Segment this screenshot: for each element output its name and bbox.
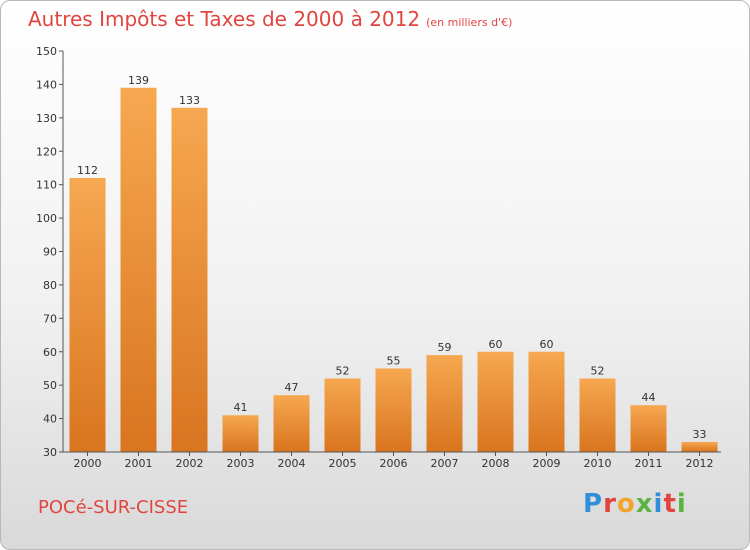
bar-2010: [579, 378, 616, 452]
data-label: 33: [693, 428, 707, 441]
y-axis: 30 40 50 60 70 80 90 100 110 120 130 140 150: [36, 45, 64, 459]
x-tick-label: 2010: [584, 457, 612, 470]
y-tick-label: 40: [43, 413, 57, 426]
y-tick-label: 140: [36, 78, 57, 91]
y-tick-label: 110: [36, 179, 57, 192]
bar-2007: [426, 355, 463, 452]
bar-2002: [171, 107, 208, 452]
data-labels: 112 139 133 41 47 52 55 59 60 60 52 44 33: [77, 74, 707, 441]
bar-2006: [375, 368, 412, 452]
y-tick-label: 70: [43, 312, 57, 325]
y-tick-label: 80: [43, 279, 57, 292]
y-tick-label: 30: [43, 446, 57, 459]
y-tick-label: 90: [43, 246, 57, 259]
x-tick-label: 2001: [125, 457, 153, 470]
y-tick-label: 60: [43, 346, 57, 359]
x-tick-label: 2006: [380, 457, 408, 470]
bar-2001: [120, 87, 157, 452]
logo-letter: o: [616, 489, 636, 519]
data-label: 112: [77, 164, 98, 177]
logo-letter: x: [635, 489, 654, 519]
data-label: 52: [336, 364, 350, 377]
data-label: 47: [285, 381, 299, 394]
logo-letter: P: [583, 489, 604, 519]
data-label: 139: [128, 74, 149, 87]
data-label: 44: [642, 391, 656, 404]
proxiti-logo[interactable]: Proxiti: [583, 489, 687, 519]
x-tick-label: 2008: [482, 457, 510, 470]
data-label: 133: [179, 94, 200, 107]
x-tick-label: 2005: [329, 457, 357, 470]
bar-2000: [69, 177, 106, 452]
data-label: 55: [387, 354, 401, 367]
y-tick-label: 100: [36, 212, 57, 225]
bar-2008: [477, 351, 514, 452]
bar-2011: [630, 405, 667, 452]
bar-2012: [681, 441, 718, 452]
data-label: 59: [438, 341, 452, 354]
x-tick-label: 2011: [635, 457, 663, 470]
data-label: 52: [591, 364, 605, 377]
x-tick-label: 2000: [74, 457, 102, 470]
x-tick-label: 2012: [686, 457, 714, 470]
title-unit: (en milliers d'€): [426, 16, 513, 29]
y-tick-label: 120: [36, 145, 57, 158]
x-tick-label: 2003: [227, 457, 255, 470]
x-tick-label: 2009: [533, 457, 561, 470]
title-text: Autres Impôts et Taxes de 2000 à 2012: [28, 7, 421, 31]
data-label: 60: [540, 338, 554, 351]
y-tick-label: 130: [36, 112, 57, 125]
y-tick-label: 150: [36, 45, 57, 58]
bar-2005: [324, 378, 361, 452]
logo-letter: r: [603, 489, 617, 519]
logo-letter: i: [653, 489, 664, 519]
logo-letter: t: [663, 489, 677, 519]
y-tick-label: 50: [43, 379, 57, 392]
data-label: 60: [489, 338, 503, 351]
x-tick-label: 2004: [278, 457, 306, 470]
x-tick-label: 2002: [176, 457, 204, 470]
x-tick-label: 2007: [431, 457, 459, 470]
x-axis: 2000 2001 2002 2003 2004 2005 2006 2007 2008 2009…: [63, 451, 721, 470]
logo-letter: i: [676, 489, 687, 519]
data-label: 41: [234, 401, 248, 414]
commune-name: POCé-SUR-CISSE: [38, 497, 189, 518]
bar-2004: [273, 395, 310, 452]
bar-2003: [222, 415, 259, 452]
bar-2009: [528, 351, 565, 452]
bars-group: [69, 87, 718, 452]
chart-title: Autres Impôts et Taxes de 2000 à 2012 (en…: [28, 7, 512, 31]
